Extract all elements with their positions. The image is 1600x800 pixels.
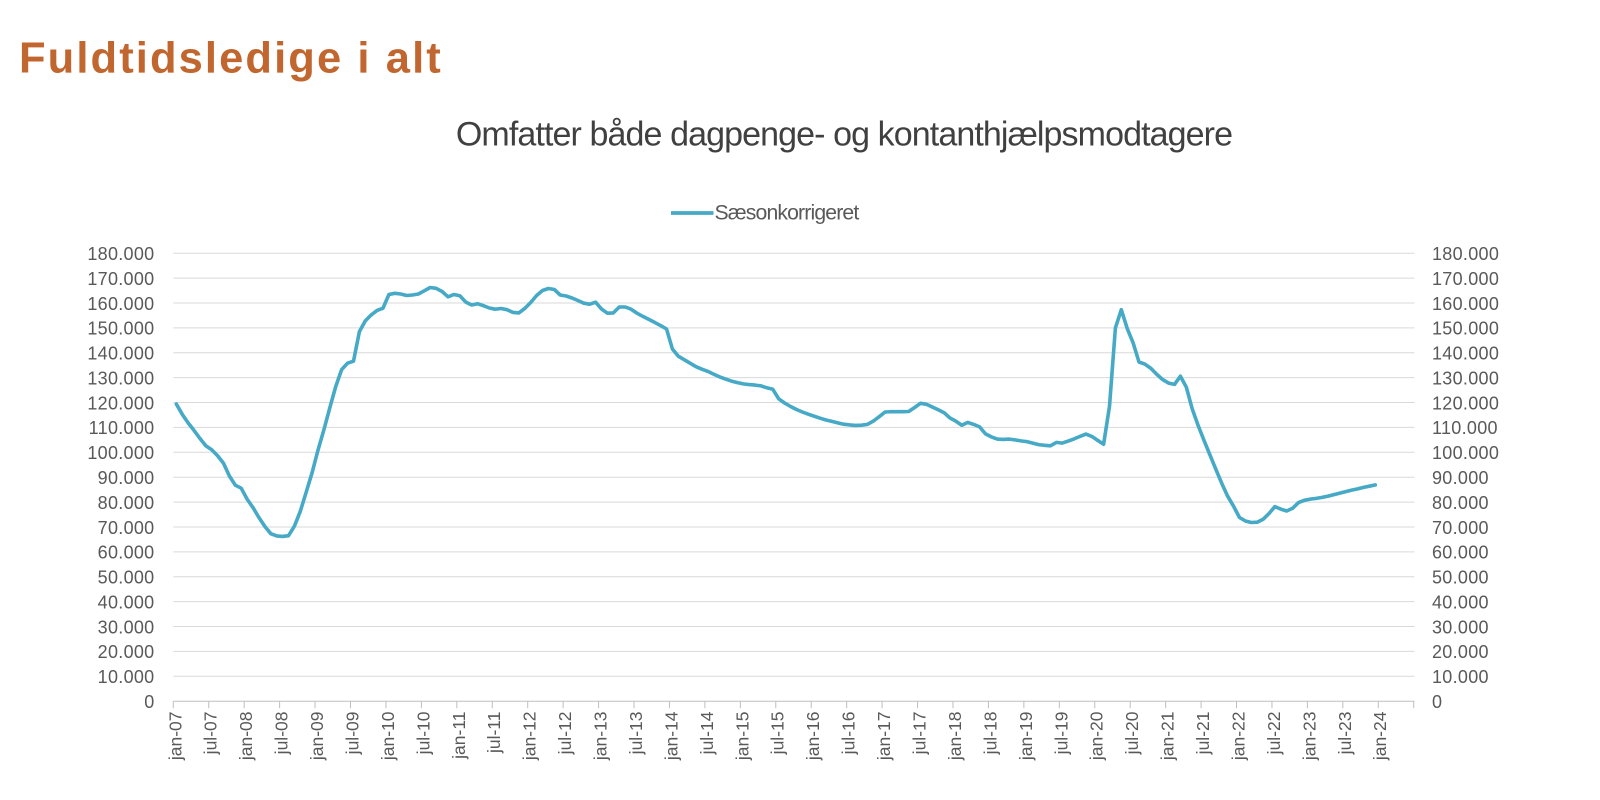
svg-text:150.000: 150.000 xyxy=(1432,319,1499,339)
svg-text:jan-21: jan-21 xyxy=(1158,712,1178,762)
svg-text:jan-22: jan-22 xyxy=(1229,712,1249,762)
svg-text:0: 0 xyxy=(1432,692,1442,712)
svg-text:120.000: 120.000 xyxy=(87,393,154,413)
svg-text:40.000: 40.000 xyxy=(98,592,155,612)
svg-text:120.000: 120.000 xyxy=(1432,393,1499,413)
svg-text:80.000: 80.000 xyxy=(98,493,155,513)
svg-text:jan-09: jan-09 xyxy=(307,712,327,762)
svg-text:20.000: 20.000 xyxy=(1432,642,1489,662)
svg-text:0: 0 xyxy=(144,692,154,712)
svg-text:jan-24: jan-24 xyxy=(1370,711,1390,761)
svg-text:jan-13: jan-13 xyxy=(591,712,611,762)
svg-text:140.000: 140.000 xyxy=(87,344,154,364)
svg-text:10.000: 10.000 xyxy=(98,667,155,687)
svg-text:jan-16: jan-16 xyxy=(803,712,823,762)
svg-text:140.000: 140.000 xyxy=(1432,344,1499,364)
svg-text:10.000: 10.000 xyxy=(1432,667,1489,687)
svg-text:130.000: 130.000 xyxy=(1432,368,1499,388)
svg-text:jan-15: jan-15 xyxy=(732,712,752,762)
svg-text:80.000: 80.000 xyxy=(1432,493,1489,513)
svg-text:jul-22: jul-22 xyxy=(1264,712,1284,756)
svg-text:jan-20: jan-20 xyxy=(1087,711,1107,761)
svg-text:60.000: 60.000 xyxy=(1432,543,1489,563)
svg-text:90.000: 90.000 xyxy=(1432,468,1489,488)
svg-text:90.000: 90.000 xyxy=(98,468,155,488)
svg-text:jul-19: jul-19 xyxy=(1051,712,1071,756)
svg-text:170.000: 170.000 xyxy=(1432,269,1499,289)
svg-text:20.000: 20.000 xyxy=(98,642,155,662)
svg-text:jul-13: jul-13 xyxy=(626,712,646,756)
svg-text:Fuldtidsledige i alt: Fuldtidsledige i alt xyxy=(19,35,443,83)
svg-text:30.000: 30.000 xyxy=(98,617,155,637)
svg-text:160.000: 160.000 xyxy=(87,294,154,314)
svg-text:50.000: 50.000 xyxy=(98,568,155,588)
svg-text:jan-08: jan-08 xyxy=(236,712,256,762)
svg-text:jul-16: jul-16 xyxy=(839,712,859,756)
svg-text:jul-21: jul-21 xyxy=(1193,712,1213,756)
svg-text:jul-14: jul-14 xyxy=(697,711,717,755)
svg-text:110.000: 110.000 xyxy=(89,418,155,438)
svg-text:jul-07: jul-07 xyxy=(201,712,221,756)
svg-text:jan-14: jan-14 xyxy=(661,711,681,761)
svg-text:jul-12: jul-12 xyxy=(555,712,575,756)
svg-text:Sæsonkorrigeret: Sæsonkorrigeret xyxy=(715,202,860,225)
svg-text:50.000: 50.000 xyxy=(1432,568,1489,588)
svg-text:130.000: 130.000 xyxy=(87,368,154,388)
svg-text:jan-19: jan-19 xyxy=(1016,712,1036,762)
svg-text:100.000: 100.000 xyxy=(1432,443,1499,463)
svg-text:40.000: 40.000 xyxy=(1432,592,1489,612)
svg-text:jul-23: jul-23 xyxy=(1335,712,1355,756)
svg-text:180.000: 180.000 xyxy=(87,244,154,264)
svg-text:70.000: 70.000 xyxy=(98,518,155,538)
svg-text:jan-23: jan-23 xyxy=(1299,712,1319,762)
svg-text:30.000: 30.000 xyxy=(1432,617,1489,637)
svg-text:jan-11: jan-11 xyxy=(449,712,469,760)
svg-text:jan-12: jan-12 xyxy=(520,712,540,762)
svg-text:jul-17: jul-17 xyxy=(910,712,930,756)
svg-text:jul-10: jul-10 xyxy=(413,711,433,755)
svg-text:Omfatter både dagpenge- og kon: Omfatter både dagpenge- og kontanthjælps… xyxy=(456,116,1232,154)
svg-text:100.000: 100.000 xyxy=(87,443,154,463)
svg-text:jul-08: jul-08 xyxy=(272,712,292,756)
svg-text:jan-17: jan-17 xyxy=(874,712,894,762)
svg-text:70.000: 70.000 xyxy=(1432,518,1489,538)
svg-text:160.000: 160.000 xyxy=(1432,294,1499,314)
svg-text:jul-18: jul-18 xyxy=(980,712,1000,756)
svg-text:180.000: 180.000 xyxy=(1432,244,1499,264)
svg-text:jul-15: jul-15 xyxy=(768,712,788,756)
svg-text:jul-20: jul-20 xyxy=(1122,711,1142,755)
svg-text:jul-11: jul-11 xyxy=(484,712,504,755)
svg-text:60.000: 60.000 xyxy=(98,543,155,563)
svg-text:jan-18: jan-18 xyxy=(945,712,965,762)
svg-text:110.000: 110.000 xyxy=(1432,418,1498,438)
svg-text:jan-07: jan-07 xyxy=(165,712,185,762)
svg-text:jan-10: jan-10 xyxy=(378,711,398,761)
svg-text:jul-09: jul-09 xyxy=(343,712,363,756)
svg-text:150.000: 150.000 xyxy=(87,319,154,339)
svg-text:170.000: 170.000 xyxy=(87,269,154,289)
